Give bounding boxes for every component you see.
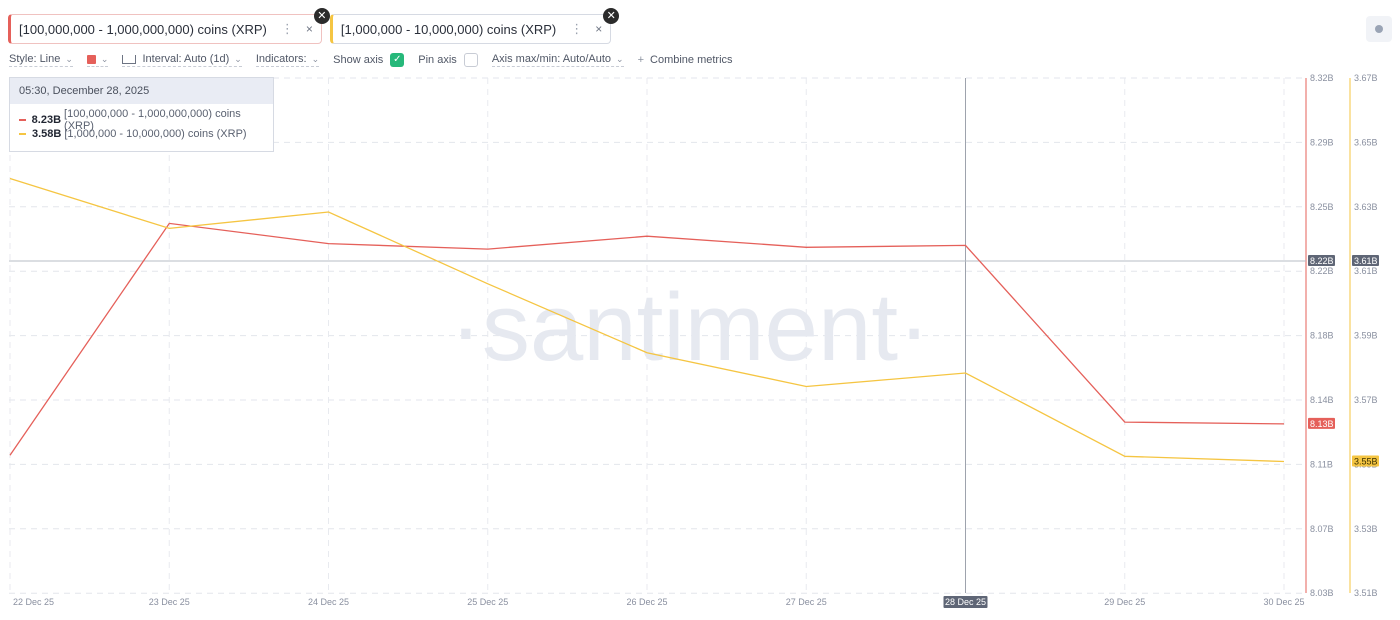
- right-axis-tick-label: 3.57B: [1354, 395, 1378, 405]
- axis-maxmin-label: Axis max/min: Auto/Auto: [491, 53, 612, 65]
- crosshair-right-badge: [1352, 255, 1379, 266]
- last-value-left-badge: [1308, 417, 1335, 429]
- tooltip-value: 3.58B: [32, 128, 62, 140]
- settings-button[interactable]: [1366, 16, 1392, 42]
- pin-axis-toggle[interactable]: Pin axis: [418, 52, 478, 68]
- show-axis-toggle[interactable]: Show axis ✓: [333, 52, 405, 68]
- left-axis-tick-label: 8.11B: [1310, 459, 1333, 469]
- left-axis-tick-label: 8.25B: [1310, 202, 1334, 212]
- metric-chip-label: [100,000,000 - 1,000,000,000) coins (XRP…: [19, 21, 267, 37]
- interval-label: Interval: Auto (1d): [142, 53, 230, 65]
- show-axis-label: Show axis: [333, 53, 384, 66]
- x-axis-tick-label: 27 Dec 25: [786, 597, 827, 607]
- crosshair-left-label: 8.22B: [1310, 256, 1334, 266]
- right-axis-tick-label: 3.59B: [1354, 331, 1378, 341]
- chart-tooltip: 05:30, December 28, 2025 8.23B [100,000,…: [9, 77, 274, 152]
- pin-axis-checkbox[interactable]: [463, 52, 478, 67]
- remove-metric-icon[interactable]: ×: [595, 22, 603, 36]
- tooltip-label: [100,000,000 - 1,000,000,000) coins (XRP…: [64, 108, 241, 132]
- indicators-label: Indicators:: [255, 53, 307, 65]
- right-axis-tick-label: 3.51B: [1354, 588, 1378, 598]
- chevron-down-icon: ⌄: [616, 53, 624, 64]
- pin-axis-label: Pin axis: [418, 53, 457, 66]
- x-axis-tick-label: 23 Dec 25: [149, 597, 190, 607]
- dot-icon: [1375, 25, 1383, 33]
- plus-icon: +: [637, 53, 645, 66]
- show-axis-checkbox[interactable]: ✓: [390, 52, 405, 67]
- style-dropdown[interactable]: Style: Line ⌄: [9, 53, 73, 67]
- crosshair-x-label: 28 Dec 25: [945, 597, 986, 607]
- close-icon[interactable]: ✕: [313, 8, 330, 24]
- more-options-icon[interactable]: ⋮: [280, 21, 294, 36]
- series-line-1: [9, 222, 1285, 456]
- metric-chip-whales[interactable]: [100,000,000 - 1,000,000,000) coins (XRP…: [8, 8, 330, 44]
- series-color-icon: [19, 119, 26, 121]
- metric-chip-mid-holders[interactable]: [1,000,000 - 10,000,000) coins (XRP) ⋮ ×…: [329, 8, 620, 44]
- right-axis-tick-label: 3.53B: [1354, 524, 1378, 534]
- more-options-icon[interactable]: ⋮: [570, 21, 584, 36]
- last-value-right-label: 3.55B: [1354, 457, 1378, 467]
- style-label: Style: Line: [9, 53, 61, 65]
- axis-maxmin-dropdown[interactable]: Axis max/min: Auto/Auto ⌄: [491, 53, 624, 67]
- ruler-icon: [122, 54, 137, 64]
- combine-metrics-button[interactable]: + Combine metrics: [638, 54, 733, 67]
- watermark: ·santiment·: [450, 274, 930, 381]
- combine-metrics-label: Combine metrics: [650, 53, 733, 66]
- tooltip-label: [1,000,000 - 10,000,000) coins (XRP): [64, 128, 247, 140]
- chart-toolbar: Style: Line ⌄ ⌄ Interval: Auto (1d) ⌄ In…: [9, 52, 747, 68]
- metric-chips: [100,000,000 - 1,000,000,000) coins (XRP…: [8, 8, 620, 44]
- left-axis-tick-label: 8.29B: [1310, 137, 1334, 147]
- right-axis-tick-label: 3.67B: [1354, 73, 1378, 83]
- x-axis-tick-label: 29 Dec 25: [1104, 597, 1145, 607]
- color-swatch-icon: [86, 54, 96, 64]
- chevron-down-icon: ⌄: [100, 53, 109, 64]
- left-axis-tick-label: 8.32B: [1310, 73, 1334, 83]
- x-axis-tick-label: 25 Dec 25: [467, 597, 508, 607]
- crosshair-right-label: 3.61B: [1354, 256, 1378, 266]
- interval-dropdown[interactable]: Interval: Auto (1d) ⌄: [122, 53, 242, 67]
- x-axis-tick-label: 22 Dec 25: [13, 597, 54, 607]
- chevron-down-icon: ⌄: [311, 53, 320, 64]
- tooltip-row: 3.58B [1,000,000 - 10,000,000) coins (XR…: [10, 127, 273, 141]
- left-axis-tick-label: 8.14B: [1310, 395, 1334, 405]
- left-axis-tick-label: 8.03B: [1310, 588, 1334, 598]
- left-axis-tick-label: 8.22B: [1310, 266, 1334, 276]
- tooltip-date: 05:30, December 28, 2025: [10, 78, 273, 104]
- color-dropdown[interactable]: ⌄: [86, 53, 109, 67]
- chevron-down-icon: ⌄: [234, 53, 242, 64]
- x-axis-tick-label: 26 Dec 25: [626, 597, 667, 607]
- left-axis-tick-label: 8.18B: [1310, 331, 1334, 341]
- chart-canvas[interactable]: ·santiment· 8.32B 8.29B 8.25B 8.22B 8.18B 8.14…: [0, 70, 1400, 620]
- x-axis-tick-label: 30 Dec 25: [1263, 597, 1304, 607]
- last-value-left-label: 8.13B: [1310, 419, 1334, 429]
- x-axis-tick-label: 24 Dec 25: [308, 597, 349, 607]
- series-color-icon: [19, 133, 26, 135]
- metric-chip-label: [1,000,000 - 10,000,000) coins (XRP): [340, 21, 557, 37]
- right-axis-tick-label: 3.63B: [1354, 202, 1378, 212]
- indicators-dropdown[interactable]: Indicators: ⌄: [255, 53, 320, 67]
- right-axis-tick-label: 3.61B: [1354, 266, 1378, 276]
- chevron-down-icon: ⌄: [65, 53, 73, 64]
- close-icon[interactable]: ✕: [603, 8, 620, 24]
- last-value-right-badge: [1352, 455, 1379, 467]
- series-line-2: [9, 177, 1285, 463]
- tooltip-value: 8.23B: [31, 114, 62, 126]
- left-axis-tick-label: 8.07B: [1310, 524, 1334, 534]
- right-axis-tick-label: 3.65B: [1354, 137, 1378, 147]
- crosshair-x-badge: [943, 596, 988, 608]
- remove-metric-icon[interactable]: ×: [305, 22, 313, 36]
- tooltip-row: 8.23B [100,000,000 - 1,000,000,000) coin…: [10, 108, 273, 132]
- crosshair-left-badge: [1308, 255, 1335, 266]
